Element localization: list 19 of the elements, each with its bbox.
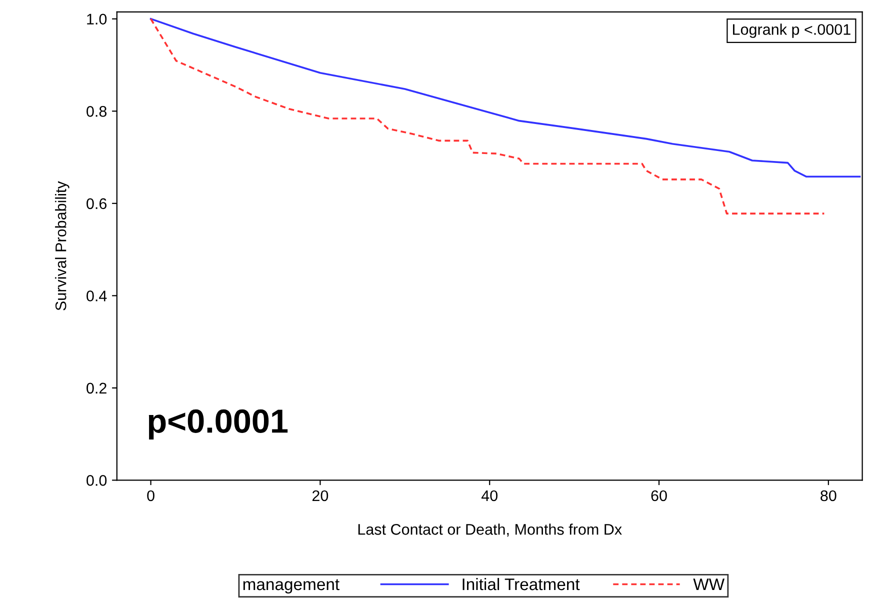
- y-tick-label: 0.8: [86, 106, 107, 117]
- y-axis-title: Survival Probability: [55, 181, 70, 310]
- legend-label: Initial Treatment: [462, 578, 580, 590]
- annotation: p<0.0001: [148, 409, 288, 440]
- x-axis-title: Last Contact or Death, Months from Dx: [358, 524, 622, 537]
- x-tick-label: 40: [481, 490, 498, 502]
- x-tick-label: 80: [820, 490, 836, 502]
- y-tick-label: 1.0: [87, 14, 107, 25]
- x-tick-label: 20: [312, 490, 328, 502]
- y-tick-label: 0.4: [86, 290, 107, 302]
- legend-label: WW: [693, 578, 725, 590]
- line-series: [150, 18, 861, 178]
- y-tick-label: 0.2: [86, 382, 106, 394]
- x-tick-label: 60: [651, 490, 667, 502]
- y-tick-label: 0.6: [86, 198, 107, 210]
- x-tick-label: 0: [147, 490, 154, 502]
- annotation: Logrank p <.0001: [733, 24, 850, 38]
- legend-title: management: [243, 579, 340, 594]
- y-tick-label: 0.0: [86, 475, 107, 486]
